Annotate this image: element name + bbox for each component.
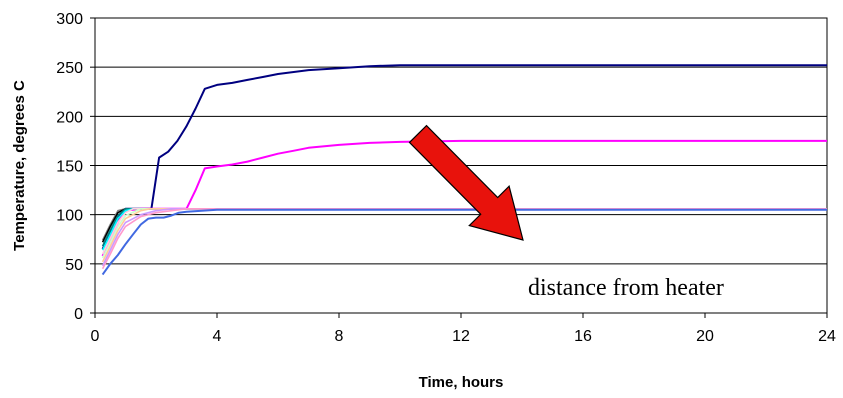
- y-tick-label: 300: [56, 11, 83, 28]
- x-tick-label: 20: [696, 328, 714, 345]
- axis-ticks: 0 50 100 150 200 250 300 0 4 8 12 16 20 24: [56, 11, 836, 345]
- y-tick-label: 250: [56, 60, 83, 77]
- x-tick-label: 12: [452, 328, 470, 345]
- series-line-1: [101, 64, 827, 250]
- x-tick-label: 0: [91, 328, 100, 345]
- series-line-10: [101, 208, 827, 267]
- x-tick-label: 16: [574, 328, 592, 345]
- series-line-12: [101, 208, 827, 276]
- annotation-label: distance from heater: [528, 275, 724, 301]
- x-tick-label: 24: [818, 328, 836, 345]
- series-line-11: [101, 208, 827, 270]
- x-tick-label: 4: [213, 328, 222, 345]
- series-line-7: [101, 208, 827, 255]
- y-tick-label: 0: [74, 306, 83, 323]
- series-line-8: [101, 208, 827, 259]
- y-tick-label: 150: [56, 159, 83, 176]
- series-lines: [101, 64, 827, 276]
- series-line-9: [101, 208, 827, 263]
- series-line-4: [101, 208, 827, 243]
- distance-arrow: [408, 124, 524, 241]
- x-axis-title: Time, hours: [419, 374, 504, 391]
- y-axis-title: Temperature, degrees C: [11, 80, 28, 251]
- series-line-3: [101, 208, 827, 241]
- y-tick-label: 100: [56, 208, 83, 225]
- y-tick-label: 200: [56, 109, 83, 126]
- y-tick-label: 50: [65, 257, 83, 274]
- x-tick-label: 8: [335, 328, 344, 345]
- arrow-icon: [408, 124, 524, 241]
